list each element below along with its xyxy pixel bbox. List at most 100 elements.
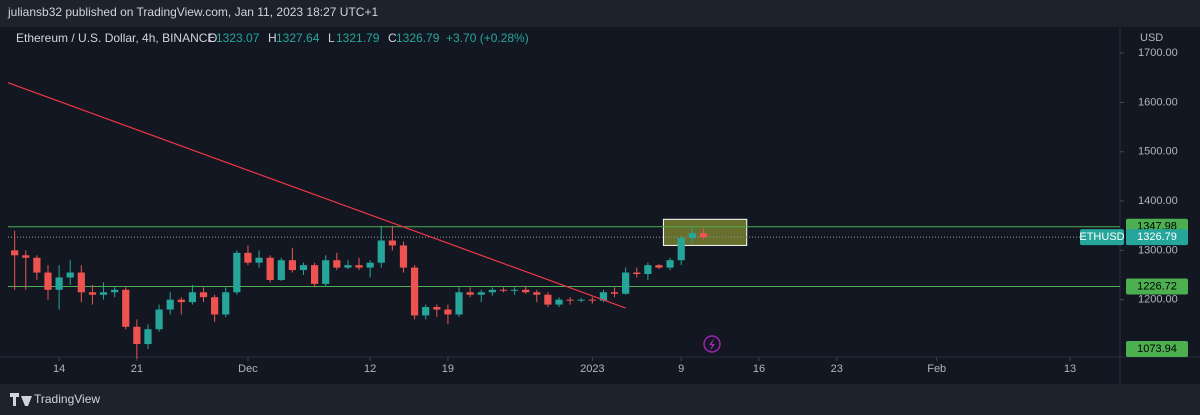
candle-body [77, 272, 85, 293]
zone [662, 218, 748, 246]
candle-body [688, 233, 696, 239]
candle-body [544, 294, 552, 305]
symbol-badge [1080, 229, 1124, 246]
candle-body [488, 289, 496, 293]
trendline [7, 82, 626, 309]
x-tick-label: Feb [927, 363, 946, 375]
candle-body [422, 307, 430, 316]
candle-body [355, 265, 363, 268]
candle-body [199, 292, 208, 298]
legend-key: H [268, 31, 277, 45]
candle-body [455, 292, 463, 315]
candle-body [277, 260, 285, 280]
legend-change: +3.70 (+0.28%) [446, 31, 529, 45]
candle-body [622, 272, 630, 294]
candle-body [144, 329, 152, 345]
x-tick-label: 16 [753, 363, 765, 375]
candle-body [166, 299, 174, 310]
event-icon[interactable] [703, 335, 721, 353]
x-tick-label: 19 [442, 363, 454, 375]
legend-key: C [388, 31, 397, 45]
legend-value: 1321.79 [336, 31, 380, 45]
candle-body [555, 299, 563, 305]
candle-body [499, 289, 508, 291]
candle-body [211, 297, 219, 315]
candle-body [388, 240, 396, 246]
y-tick-label: 1400.00 [1138, 195, 1178, 207]
price-badge-label: 1326.79 [1137, 231, 1177, 243]
candle-body [466, 292, 474, 295]
candle-body [588, 299, 596, 301]
candle-body [533, 292, 541, 295]
candle-body [133, 326, 141, 345]
legend-value: 1323.07 [216, 31, 260, 45]
candle-body [244, 252, 252, 263]
candle-body [444, 309, 452, 315]
candle-body [410, 267, 419, 316]
y-tick-label: 1700.00 [1138, 47, 1178, 59]
legend-value: 1327.64 [276, 31, 320, 45]
candle-body [566, 299, 574, 301]
candle-body [599, 292, 608, 301]
price-badge [1126, 229, 1188, 246]
y-tick-label: 1300.00 [1138, 244, 1178, 256]
candle-body [188, 292, 197, 303]
price-badge-label: 1226.72 [1137, 280, 1177, 292]
candle-body [477, 292, 485, 295]
footer-bar [0, 384, 1200, 415]
candle-body [44, 272, 52, 290]
candle-body [55, 277, 63, 290]
x-tick-label: 9 [678, 363, 684, 375]
y-tick-label: 1500.00 [1138, 146, 1178, 158]
publisher: juliansb32 published on TradingView.com,… [7, 5, 378, 19]
candle-body [177, 299, 185, 303]
candle-body [433, 307, 441, 310]
candle-body [288, 260, 296, 271]
candle-body [22, 255, 30, 258]
chart-title: Ethereum / U.S. Dollar, 4h, BINANCE [16, 31, 215, 45]
legend-value: 1326.79 [396, 31, 440, 45]
candle-body [666, 260, 674, 268]
candle-body [399, 245, 408, 268]
y-unit: USD [1140, 32, 1163, 44]
candle-body [633, 272, 641, 275]
legend-key: L [328, 31, 335, 45]
candle-body [33, 257, 41, 273]
candle-body [655, 265, 663, 268]
candle-body [377, 240, 385, 263]
x-tick-label: 14 [53, 363, 65, 375]
candle-body [122, 289, 130, 327]
candle-body [299, 265, 308, 271]
brand: TradingView [34, 392, 100, 406]
symbol-label: ETHUSD [1079, 231, 1124, 243]
candle-body [510, 289, 519, 291]
candle-body [155, 309, 163, 330]
candle-body [322, 260, 330, 284]
candle-body [310, 265, 319, 284]
price-badge [1126, 278, 1188, 295]
y-tick-label: 1600.00 [1138, 96, 1178, 108]
candle-body [222, 292, 230, 315]
x-tick-label: 21 [131, 363, 143, 375]
candle-body [333, 260, 341, 268]
candle-body [111, 289, 119, 293]
candle-body [266, 257, 274, 280]
price-badge-label: 1073.94 [1137, 343, 1177, 355]
candle-body [699, 233, 708, 238]
candle-body [88, 292, 97, 295]
legend-key: O [208, 31, 217, 45]
candle-body [522, 289, 530, 293]
y-tick-label: 1200.00 [1138, 294, 1178, 306]
candle-body [577, 299, 585, 301]
event-icon-bolt [709, 338, 715, 351]
candle-body [677, 238, 685, 261]
header-bar [0, 0, 1200, 27]
candle-body [344, 265, 352, 268]
price-badge [1126, 341, 1188, 357]
candle-body [66, 272, 74, 278]
candle-body [11, 250, 19, 256]
candle-body [233, 252, 241, 293]
candle-body [99, 292, 108, 295]
